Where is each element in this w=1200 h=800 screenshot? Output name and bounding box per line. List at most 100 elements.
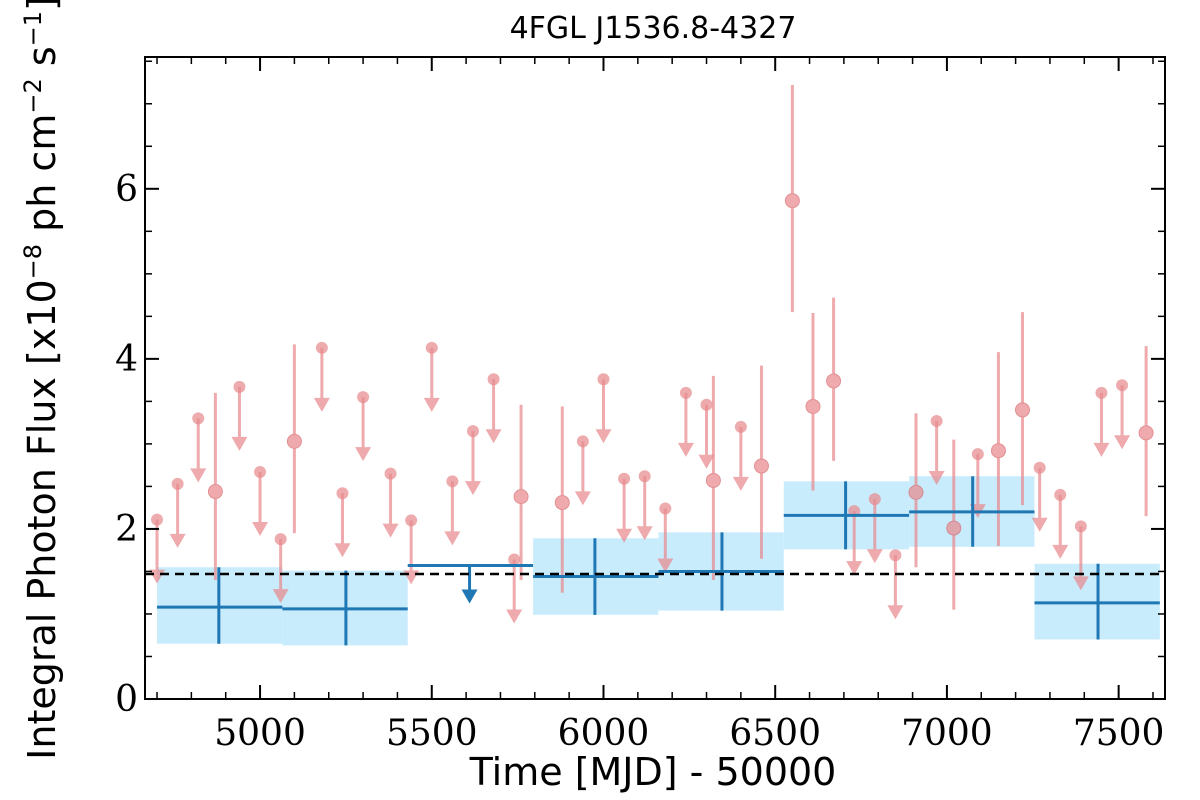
monthly-upper-limit-12-arrow-head xyxy=(444,531,461,546)
monthly-upper-limit-19-arrow xyxy=(636,476,653,541)
monthly-upper-limit-26-arrow xyxy=(887,555,904,620)
monthly-upper-limit-13 xyxy=(464,425,481,496)
monthly-upper-limit-20 xyxy=(657,502,674,573)
y-axis-title-exp1: −8 xyxy=(19,244,47,279)
monthly-upper-limit-5-arrow xyxy=(272,539,289,604)
monthly-point-2-marker xyxy=(513,489,529,505)
monthly-upper-limit-2-arrow xyxy=(190,418,207,483)
monthly-upper-limit-13-arrow xyxy=(464,431,481,496)
monthly-point-8-marker xyxy=(826,373,842,389)
monthly-upper-limit-25-arrow-head xyxy=(866,549,883,564)
yearly-upper-limit-0-arrow-head xyxy=(461,589,478,604)
monthly-upper-limit-9-arrow xyxy=(382,473,399,538)
yearly-bin-5 xyxy=(909,476,1035,547)
monthly-upper-limit-18-arrow-head xyxy=(616,528,633,543)
monthly-upper-limit-29 xyxy=(1031,461,1048,532)
y-axis-title: Integral Photon Flux [x10−8 ph cm−2 s−1] xyxy=(19,0,64,760)
monthly-upper-limit-15-arrow xyxy=(506,559,523,624)
monthly-upper-limit-3 xyxy=(231,380,248,451)
monthly-upper-limit-22-arrow-head xyxy=(698,454,715,469)
yearly-bin-3 xyxy=(658,532,784,611)
monthly-upper-limit-8-arrow-head xyxy=(355,447,372,462)
monthly-point-1-marker xyxy=(286,433,302,449)
monthly-upper-limit-16-arrow-head xyxy=(574,491,591,506)
monthly-upper-limit-12-arrow xyxy=(444,481,461,546)
monthly-upper-limit-9 xyxy=(382,467,399,538)
y-tick-label-3: 6 xyxy=(115,169,138,210)
monthly-upper-limit-27 xyxy=(928,414,945,485)
plot-area xyxy=(145,85,1165,646)
monthly-point-7-marker xyxy=(805,398,821,414)
monthly-upper-limit-14-arrow-head xyxy=(485,429,502,444)
monthly-point-11 xyxy=(990,352,1006,546)
yearly-bin-6 xyxy=(1034,563,1160,640)
monthly-upper-limit-25-arrow xyxy=(866,499,883,564)
monthly-upper-limit-23-arrow-head xyxy=(732,476,749,491)
monthly-upper-limit-2 xyxy=(190,412,207,483)
y-tick-label-0: 0 xyxy=(115,679,138,720)
monthly-upper-limit-1-arrow-head xyxy=(169,533,186,548)
monthly-upper-limit-6 xyxy=(313,341,330,412)
monthly-upper-limit-30-arrow-head xyxy=(1052,544,1069,559)
monthly-upper-limit-2-arrow-head xyxy=(190,468,207,483)
monthly-upper-limit-6-arrow-head xyxy=(313,397,330,412)
monthly-upper-limit-13-arrow-head xyxy=(464,481,481,496)
monthly-point-9 xyxy=(908,413,924,568)
monthly-upper-limit-8-arrow xyxy=(355,397,372,462)
y-axis-title-suffix: ] xyxy=(20,0,64,11)
monthly-upper-limit-4-arrow xyxy=(252,471,269,536)
monthly-upper-limit-17-arrow-head xyxy=(595,429,612,444)
monthly-upper-limit-33-arrow xyxy=(1114,385,1131,450)
monthly-upper-limit-29-arrow xyxy=(1031,467,1048,532)
monthly-upper-limit-21-arrow xyxy=(677,392,694,457)
monthly-point-6-marker xyxy=(784,193,800,209)
monthly-upper-limit-11-arrow xyxy=(423,347,440,412)
y-axis-title-prefix: Integral Photon Flux [x10 xyxy=(20,279,64,760)
monthly-upper-limit-12 xyxy=(444,475,461,546)
monthly-upper-limit-21-arrow-head xyxy=(677,442,694,457)
monthly-upper-limit-17-arrow xyxy=(595,379,612,444)
y-tick-label-2: 4 xyxy=(115,339,138,380)
monthly-upper-limit-22 xyxy=(698,398,715,469)
yearly-upper-limit-0-arrow xyxy=(461,565,478,604)
monthly-upper-limit-32-arrow-head xyxy=(1093,442,1110,457)
monthly-point-5 xyxy=(753,365,769,559)
monthly-upper-limit-3-arrow-head xyxy=(231,436,248,451)
monthly-upper-limit-16 xyxy=(574,435,591,506)
monthly-upper-limit-21 xyxy=(677,386,694,457)
monthly-upper-limit-14 xyxy=(485,373,502,444)
plot-frame xyxy=(144,56,1166,700)
monthly-upper-limit-4-arrow-head xyxy=(252,521,269,536)
monthly-upper-limit-15 xyxy=(506,553,523,624)
yearly-bin-1 xyxy=(282,570,408,646)
monthly-upper-limit-25 xyxy=(866,493,883,564)
monthly-point-12 xyxy=(1014,312,1030,506)
monthly-point-0 xyxy=(207,392,223,580)
monthly-upper-limit-7-arrow xyxy=(334,493,351,558)
monthly-point-12-marker xyxy=(1014,402,1030,418)
monthly-upper-limit-18-arrow xyxy=(616,478,633,543)
chart-title: 4FGL J1536.8-4327 xyxy=(510,11,797,46)
monthly-upper-limit-22-arrow xyxy=(698,404,715,469)
monthly-upper-limit-32-arrow xyxy=(1093,392,1110,457)
monthly-point-1 xyxy=(286,344,302,534)
monthly-point-4-marker xyxy=(705,472,721,488)
monthly-point-11-marker xyxy=(990,443,1006,459)
monthly-point-10-marker xyxy=(946,520,962,536)
monthly-upper-limit-3-arrow xyxy=(231,386,248,451)
monthly-upper-limit-29-arrow-head xyxy=(1031,517,1048,532)
monthly-upper-limit-30 xyxy=(1052,488,1069,559)
monthly-upper-limit-6-arrow xyxy=(313,347,330,412)
monthly-upper-limit-20-arrow xyxy=(657,508,674,573)
monthly-upper-limit-8 xyxy=(355,391,372,462)
monthly-upper-limit-19 xyxy=(636,470,653,541)
y-axis-title-mid2: s xyxy=(20,46,64,78)
monthly-point-13 xyxy=(1138,346,1154,517)
x-tick-label-2: 6000 xyxy=(558,713,650,754)
monthly-upper-limit-33-arrow-head xyxy=(1114,435,1131,450)
monthly-upper-limit-20-arrow-head xyxy=(657,558,674,573)
monthly-upper-limit-7-arrow-head xyxy=(334,543,351,558)
monthly-point-8 xyxy=(826,297,842,461)
monthly-upper-limit-1 xyxy=(169,477,186,548)
